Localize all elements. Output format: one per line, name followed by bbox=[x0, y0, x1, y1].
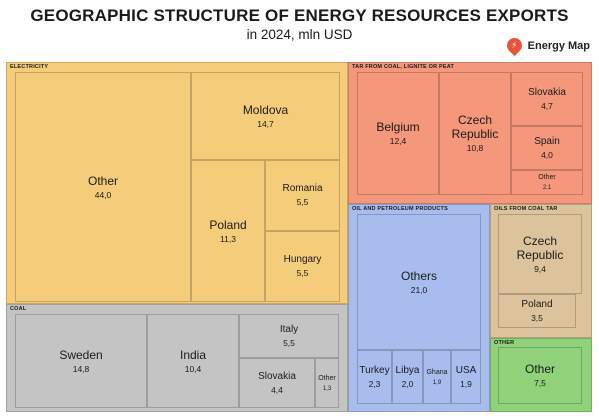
treemap-tile-sweden: Sweden 14,8 bbox=[15, 314, 147, 408]
treemap-tile-romania: Romania 5,5 bbox=[265, 160, 340, 231]
lightning-icon: ⚡ bbox=[503, 34, 525, 57]
tile-value: 4,4 bbox=[271, 384, 283, 395]
tile-name: Italy bbox=[279, 323, 299, 335]
tile-name: Romania bbox=[282, 183, 323, 194]
treemap-tile-poland: Poland 3,5 bbox=[498, 294, 576, 328]
treemap-tile-libya: Libya 2,0 bbox=[392, 350, 423, 404]
tile-value: 10,8 bbox=[466, 143, 484, 153]
tile-value: 5,5 bbox=[283, 337, 295, 348]
tile-name: Poland bbox=[209, 217, 247, 232]
brand-logo: ⚡ Energy Map bbox=[503, 34, 590, 57]
tile-name: Slovakia bbox=[528, 86, 566, 98]
tile-name: Moldova bbox=[242, 102, 289, 117]
tile-name: Czech Republic bbox=[516, 233, 564, 262]
tile-value: 2,3 bbox=[368, 378, 381, 389]
tile-name: Poland bbox=[521, 298, 553, 310]
tile-name: Other bbox=[87, 173, 118, 188]
chart-subtitle: in 2024, mln USD bbox=[246, 27, 353, 42]
treemap-tile-spain: Spain 4,0 bbox=[511, 126, 583, 170]
tile-value: 11,3 bbox=[220, 233, 236, 244]
group-label: OILS FROM COAL TAR bbox=[494, 206, 558, 212]
tile-value: 7,5 bbox=[534, 378, 546, 388]
group-label: TAR FROM COAL, LIGNITE OR PEAT bbox=[352, 64, 455, 70]
treemap-tile-turkey: Turkey 2,3 bbox=[357, 350, 392, 404]
chart-title: GEOGRAPHIC STRUCTURE OF ENERGY RESOURCES… bbox=[30, 6, 569, 25]
tile-value: 3,5 bbox=[531, 312, 543, 323]
tile-name: Others bbox=[400, 268, 437, 283]
tile-value: 1,9 bbox=[460, 378, 472, 389]
tile-value: 5,5 bbox=[296, 268, 309, 278]
treemap-tile-poland: Poland 11,3 bbox=[191, 160, 265, 302]
tile-value: 14,8 bbox=[72, 363, 90, 374]
tile-value: 4,7 bbox=[541, 100, 553, 111]
group-label: ELECTRICITY bbox=[10, 64, 49, 70]
tile-name: India bbox=[179, 347, 207, 362]
treemap-tile-slovakia: Slovakia 4,4 bbox=[239, 358, 315, 408]
treemap-tile-hungary: Hungary 5,5 bbox=[265, 231, 340, 302]
group-label: COAL bbox=[10, 306, 27, 312]
tile-name: Spain bbox=[534, 135, 560, 147]
group-label: OTHER bbox=[494, 340, 515, 346]
tile-name: Czech Republic bbox=[451, 113, 499, 141]
treemap-tile-india: India 10,4 bbox=[147, 314, 239, 408]
tile-value: 14,7 bbox=[257, 118, 274, 129]
treemap-tile-moldova: Moldova 14,7 bbox=[191, 72, 340, 160]
treemap-tile-other: Other 7,5 bbox=[498, 347, 582, 404]
tile-name: Other bbox=[538, 174, 556, 181]
tile-value: 21,0 bbox=[410, 284, 428, 295]
treemap-tile-czech-republic: Czech Republic 9,4 bbox=[498, 214, 582, 294]
tile-value: 1,9 bbox=[432, 379, 442, 386]
tile-name: Belgium bbox=[376, 120, 420, 134]
tile-name: Sweden bbox=[59, 347, 103, 362]
tile-value: 9,4 bbox=[534, 263, 546, 274]
tile-name: USA bbox=[455, 364, 477, 376]
treemap-tile-other: Other 1,3 bbox=[315, 358, 339, 408]
tile-name: Slovakia bbox=[258, 370, 296, 382]
tile-name: Hungary bbox=[283, 254, 322, 265]
treemap-tile-other: Other 44,0 bbox=[15, 72, 191, 302]
treemap-tile-slovakia: Slovakia 4,7 bbox=[511, 72, 583, 126]
treemap-tile-usa: USA 1,9 bbox=[451, 350, 481, 404]
treemap-tile-czech-republic: Czech Republic 10,8 bbox=[439, 72, 511, 195]
tile-name: Other bbox=[318, 374, 336, 382]
tile-name: Ghana bbox=[426, 368, 448, 376]
treemap-tile-other: Other 2,1 bbox=[511, 170, 583, 195]
tile-value: 4,0 bbox=[541, 149, 553, 160]
tile-name: Other bbox=[524, 362, 555, 376]
tile-value: 12,4 bbox=[389, 136, 407, 146]
treemap-tile-ghana: Ghana 1,9 bbox=[423, 350, 451, 404]
tile-value: 2,0 bbox=[401, 378, 414, 389]
treemap-tile-belgium: Belgium 12,4 bbox=[357, 72, 439, 195]
tile-value: 10,4 bbox=[184, 363, 202, 374]
tile-value: 1,3 bbox=[322, 385, 332, 392]
tile-value: 44,0 bbox=[94, 189, 112, 200]
tile-name: Turkey bbox=[359, 364, 390, 376]
brand-name: Energy Map bbox=[527, 39, 590, 52]
tile-name: Libya bbox=[395, 364, 420, 376]
group-label: OIL AND PETROLEUM PRODUCTS bbox=[352, 206, 448, 212]
treemap-tile-others: Others 21,0 bbox=[357, 214, 481, 350]
tile-value: 5,5 bbox=[296, 197, 309, 207]
treemap-tile-italy: Italy 5,5 bbox=[239, 314, 339, 358]
tile-value: 2,1 bbox=[542, 185, 552, 191]
